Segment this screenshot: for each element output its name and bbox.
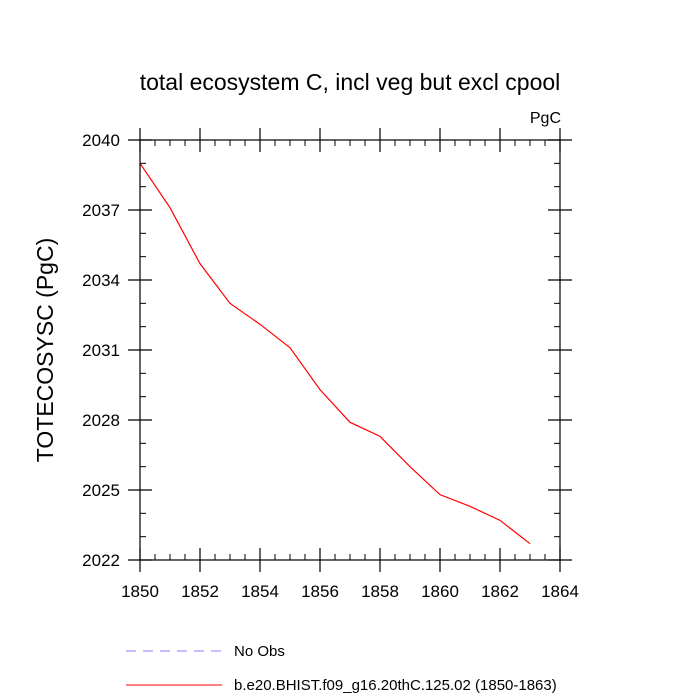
axis-ticks [128,128,572,572]
chart-title: total ecosystem C, incl veg but excl cpo… [140,69,561,95]
plot-series [139,162,531,545]
plot-frame [139,139,561,561]
tick-labels: 1850 1852 1854 1856 1858 1860 1862 1864 2022 2025… [82,131,579,601]
legend: No Obs b.e20.BHIST.f09_g16.20thC.125.02 (… [126,643,557,694]
y-tick-label: 2031 [82,341,120,360]
units-label: PgC [530,110,561,127]
x-tick-label: 1862 [481,582,519,601]
y-axis-title: TOTECOSYSC (PgC) [32,238,58,463]
x-tick-label: 1852 [181,582,219,601]
x-tick-label: 1856 [301,582,339,601]
y-tick-label: 2025 [82,481,120,500]
legend-label: No Obs [234,643,285,660]
x-tick-label: 1850 [121,582,159,601]
legend-label: b.e20.BHIST.f09_g16.20thC.125.02 (1850-1… [234,677,557,694]
x-tick-label: 1860 [421,582,459,601]
x-tick-label: 1854 [241,582,279,601]
x-tick-label: 1864 [541,582,579,601]
y-tick-label: 2022 [82,551,120,570]
y-tick-label: 2034 [82,271,120,290]
x-tick-label: 1858 [361,582,399,601]
y-tick-label: 2028 [82,411,120,430]
y-tick-label: 2037 [82,201,120,220]
y-tick-label: 2040 [82,131,120,150]
series-line-1 [139,162,531,545]
